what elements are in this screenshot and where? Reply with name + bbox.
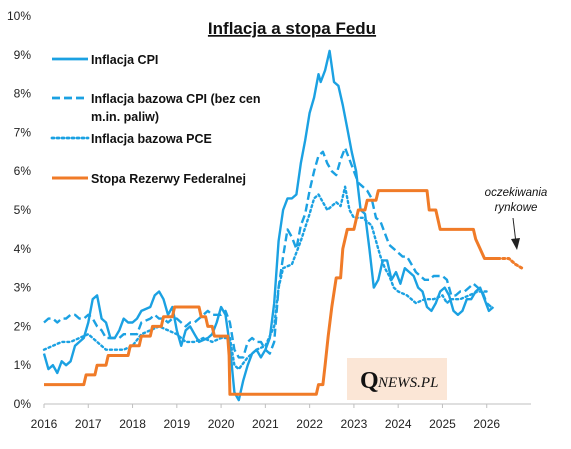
- x-tick-label: 2023: [341, 417, 368, 431]
- legend-label-cpi: Inflacja CPI: [91, 53, 158, 67]
- legend-label-core-pce: Inflacja bazowa PCE: [91, 132, 212, 146]
- legend-item-core-cpi: Inflacja bazowa CPI (bez cen m.in. paliw…: [52, 92, 261, 124]
- y-tick-label: 4%: [14, 242, 32, 256]
- legend-item-core-pce: Inflacja bazowa PCE: [50, 132, 212, 146]
- x-tick-label: 2022: [296, 417, 323, 431]
- annotation-line1: oczekiwania: [485, 187, 548, 199]
- market-expectations-annotation: oczekiwania rynkowe: [485, 187, 548, 250]
- y-tick-label: 7%: [14, 125, 32, 139]
- y-tick-label: 8%: [14, 87, 32, 101]
- x-tick-label: 2020: [208, 417, 235, 431]
- logo-text: NEWS.PL: [377, 375, 438, 391]
- x-tick-label: 2018: [119, 417, 146, 431]
- y-axis-ticks: 0% 1% 2% 3% 4% 5% 6% 7% 8% 9% 10%: [7, 9, 31, 411]
- legend-label-core-cpi: Inflacja bazowa CPI (bez cen: [91, 92, 261, 106]
- legend-item-fed-rate: Stopa Rezerwy Federalnej: [52, 172, 246, 186]
- annotation-line2: rynkowe: [495, 202, 538, 214]
- series-line-core-pce: [42, 185, 488, 371]
- y-tick-label: 3%: [14, 281, 32, 295]
- series-line-fed-rate: [44, 189, 498, 396]
- y-tick-label: 10%: [7, 9, 31, 23]
- chart-title: Inflacja a stopa Fedu: [208, 19, 376, 38]
- logo-background: [347, 358, 447, 400]
- y-tick-label: 9%: [14, 48, 32, 62]
- x-tick-label: 2026: [473, 417, 500, 431]
- series-line-core-cpi: [43, 146, 492, 359]
- y-tick-label: 5%: [14, 203, 32, 217]
- y-tick-label: 1%: [14, 358, 32, 372]
- x-tick-label: 2017: [75, 417, 102, 431]
- legend-label-fed-rate: Stopa Rezerwy Federalnej: [91, 172, 246, 186]
- x-tick-label: 2024: [385, 417, 412, 431]
- series-group: [42, 49, 526, 402]
- x-tick-label: 2025: [429, 417, 456, 431]
- x-axis-ticks: 2016 2017 2018 2019 2020 2021 2022 2023 2024 2025…: [31, 404, 500, 431]
- x-tick-label: 2016: [31, 417, 58, 431]
- x-tick-label: 2019: [163, 417, 190, 431]
- legend: Inflacja CPI Inflacja bazowa CPI (bez ce…: [50, 53, 261, 186]
- series-line-cpi: [42, 49, 495, 402]
- y-tick-label: 0%: [14, 397, 32, 411]
- legend-label-core-cpi-line2: m.in. paliw): [91, 110, 159, 124]
- x-tick-label: 2021: [252, 417, 279, 431]
- logo-q: Q: [360, 368, 379, 394]
- y-tick-label: 6%: [14, 164, 32, 178]
- annotation-arrow-head-icon: [511, 238, 520, 250]
- legend-item-cpi: Inflacja CPI: [52, 53, 158, 67]
- qnews-logo: Q NEWS.PL: [347, 358, 447, 400]
- y-tick-label: 2%: [14, 319, 32, 333]
- series-line-fed-rate-expectations: [496, 257, 526, 270]
